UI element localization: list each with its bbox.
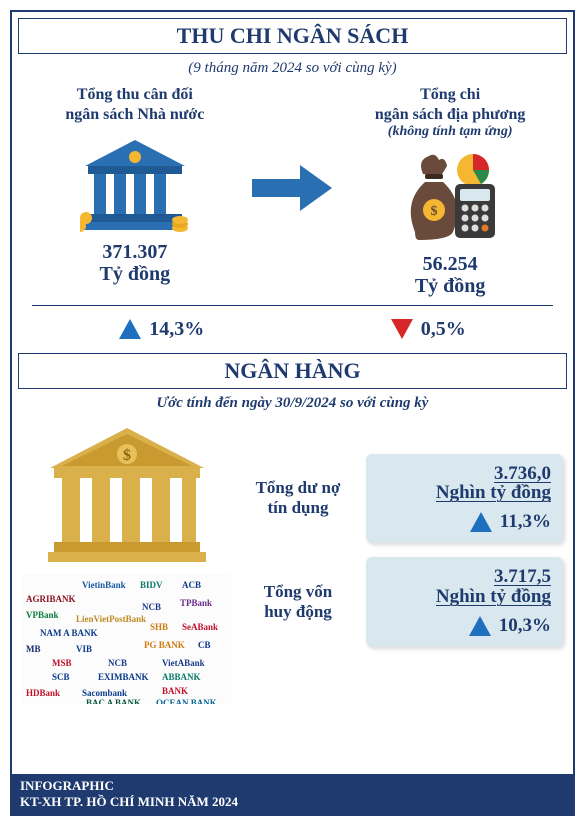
bank-left-col: $ VietinBank BIDV ACB AGRIBANK NCB TPBank VPBa… [22, 424, 232, 774]
text: huy động [264, 602, 332, 621]
text: Tổng thu cân đối [77, 86, 193, 103]
stat-row-0: Tổng dư nợ tín dụng 3.736,0 Nghìn tỷ đồn… [238, 454, 563, 544]
divider [32, 305, 553, 306]
bank-logo: SeABank [182, 622, 218, 632]
triangle-down-icon [391, 319, 413, 339]
section1-subtitle: (9 tháng năm 2024 so với cùng kỳ) [12, 60, 573, 77]
text: Nghìn tỷ đồng [436, 482, 551, 503]
bank-logo: HDBank [26, 688, 60, 698]
text: 3.717,5 [494, 566, 551, 587]
bank-logo: NCB [142, 602, 161, 612]
stat-value: 3.717,5 Nghìn tỷ đồng [378, 567, 551, 607]
text: Tỷ đồng [100, 263, 171, 285]
classical-bank-icon: $ [22, 424, 232, 564]
budget-left-label: Tổng thu cân đối ngân sách Nhà nước [35, 85, 235, 129]
stat-change: 10,3% [378, 615, 551, 637]
bank-logo: BAC A BANK [86, 698, 141, 704]
bank-logo: SHB [150, 622, 168, 632]
text: 14,3% [149, 318, 204, 341]
bank-logo: VietABank [162, 658, 205, 668]
text: Tổng chi [420, 86, 480, 103]
bank-logo: BANK [162, 686, 188, 696]
text: 11,3% [500, 511, 551, 533]
arrow-icon [252, 165, 332, 211]
bank-logo: PG BANK [144, 640, 185, 650]
budget-left: Tổng thu cân đối ngân sách Nhà nước [35, 85, 235, 285]
bank-logo: EXIMBANK [98, 672, 149, 682]
bank-logo: ACB [182, 580, 201, 590]
bank-logo: LienVietPostBank [76, 614, 146, 624]
bank-logo: BIDV [140, 580, 163, 590]
budget-right-value: 56.254 Tỷ đồng [350, 253, 550, 297]
bank-logo: ABBANK [162, 672, 201, 682]
bank-logo: OCEAN BANK [156, 698, 217, 704]
triangle-up-icon [119, 319, 141, 339]
bank-logo: VietinBank [82, 580, 126, 590]
bank-logo: CB [198, 640, 211, 650]
text: tín dụng [268, 498, 329, 517]
stat-label: Tổng dư nợ tín dụng [238, 478, 358, 519]
triangle-up-icon [469, 616, 491, 636]
bank-logo: MB [26, 644, 41, 654]
bank-logo: SCB [52, 672, 70, 682]
section2-subtitle: Ước tính đến ngày 30/9/2024 so với cùng … [12, 395, 573, 412]
text: Tỷ đồng [415, 275, 486, 297]
stat-card: 3.717,5 Nghìn tỷ đồng 10,3% [366, 557, 563, 647]
budget-right-label: Tổng chi ngân sách địa phương (không tín… [350, 85, 550, 141]
budget-right: Tổng chi ngân sách địa phương (không tín… [350, 85, 550, 297]
stat-card: 3.736,0 Nghìn tỷ đồng 11,3% [366, 454, 563, 544]
section1-title: THU CHI NGÂN SÁCH [18, 18, 567, 54]
stat-label: Tổng vốn huy động [238, 582, 358, 623]
bank-body: $ VietinBank BIDV ACB AGRIBANK NCB TPBank VPBa… [12, 420, 573, 774]
text: 56.254 [423, 253, 478, 275]
text: 0,5% [421, 318, 466, 341]
bank-logo: Sacombank [82, 688, 127, 698]
text: KT-XH TP. HỒ CHÍ MINH NĂM 2024 [20, 794, 238, 809]
text: ngân sách địa phương [375, 106, 526, 123]
text: 10,3% [499, 615, 551, 637]
budget-left-value: 371.307 Tỷ đồng [35, 241, 235, 285]
bank-logo: NCB [108, 658, 127, 668]
footer: INFOGRAPHIC KT-XH TP. HỒ CHÍ MINH NĂM 20… [12, 774, 573, 815]
text: 3.736,0 [494, 463, 551, 484]
change-right: 0,5% [391, 318, 466, 341]
text: 371.307 [102, 241, 167, 263]
change-row: 14,3% 0,5% [12, 314, 573, 347]
svg-text:$: $ [431, 204, 438, 219]
budget-row: Tổng thu cân đối ngân sách Nhà nước [12, 85, 573, 297]
bank-logo: NAM A BANK [40, 628, 98, 638]
bank-logo: VIB [76, 644, 92, 654]
stat-row-1: Tổng vốn huy động 3.717,5 Nghìn tỷ đồng … [238, 557, 563, 647]
text: Nghìn tỷ đồng [436, 586, 551, 607]
bank-building-icon [35, 135, 235, 235]
text: INFOGRAPHIC [20, 778, 114, 793]
bank-logo: MSB [52, 658, 72, 668]
text: ngân sách Nhà nước [65, 106, 204, 123]
bank-logo: VPBank [26, 610, 59, 620]
stat-value: 3.736,0 Nghìn tỷ đồng [378, 464, 551, 504]
change-left: 14,3% [119, 318, 204, 341]
bank-logos-grid: VietinBank BIDV ACB AGRIBANK NCB TPBank VPBank… [22, 574, 232, 704]
stat-change: 11,3% [378, 511, 551, 533]
page-frame: THU CHI NGÂN SÁCH (9 tháng năm 2024 so v… [10, 10, 575, 816]
text: Tổng vốn [264, 582, 333, 601]
bank-right-col: Tổng dư nợ tín dụng 3.736,0 Nghìn tỷ đồn… [238, 424, 563, 774]
bank-logo: AGRIBANK [26, 594, 76, 604]
bank-logo: TPBank [180, 598, 212, 608]
svg-text:$: $ [123, 447, 131, 464]
text: (không tính tạm ứng) [350, 123, 550, 141]
text: Tổng dư nợ [256, 478, 341, 497]
money-bag-calc-icon: $ [350, 147, 550, 247]
triangle-up-icon [470, 512, 492, 532]
section2-title: NGÂN HÀNG [18, 353, 567, 389]
